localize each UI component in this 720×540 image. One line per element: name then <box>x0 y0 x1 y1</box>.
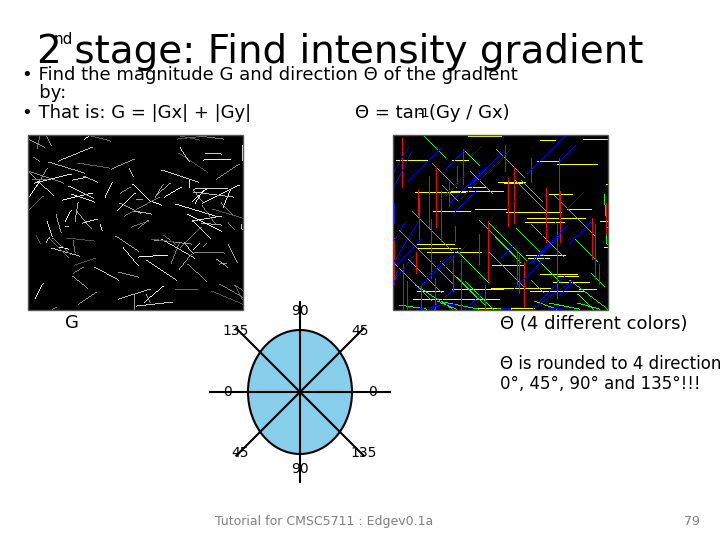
Text: • That is: G = |Gx| + |Gy|: • That is: G = |Gx| + |Gy| <box>22 104 251 122</box>
Text: 135: 135 <box>222 324 249 338</box>
Text: (Gy / Gx): (Gy / Gx) <box>429 104 510 122</box>
Text: 79: 79 <box>684 515 700 528</box>
Text: • Find the magnitude G and direction Θ of the gradient: • Find the magnitude G and direction Θ o… <box>22 66 518 84</box>
Text: Tutorial for CMSC5711 : Edgev0.1a: Tutorial for CMSC5711 : Edgev0.1a <box>215 515 433 528</box>
Text: nd: nd <box>54 32 73 47</box>
Text: stage: Find intensity gradient: stage: Find intensity gradient <box>62 33 644 71</box>
Text: -1: -1 <box>417 107 429 120</box>
Bar <box>28 135 243 310</box>
Text: by:: by: <box>22 84 66 102</box>
Text: Θ is rounded to 4 directions!!: Θ is rounded to 4 directions!! <box>500 355 720 373</box>
Bar <box>393 135 608 310</box>
Text: G: G <box>65 314 79 332</box>
Text: 90: 90 <box>291 304 309 318</box>
Text: 0°, 45°, 90° and 135°!!!: 0°, 45°, 90° and 135°!!! <box>500 375 701 393</box>
Text: 90: 90 <box>291 462 309 476</box>
Text: 2: 2 <box>36 33 60 71</box>
Text: 0: 0 <box>368 385 377 399</box>
Ellipse shape <box>248 330 352 454</box>
Text: 0: 0 <box>223 385 232 399</box>
Text: 135: 135 <box>351 446 377 460</box>
Text: Θ = tan: Θ = tan <box>355 104 425 122</box>
Text: 45: 45 <box>351 324 369 338</box>
Text: Θ (4 different colors): Θ (4 different colors) <box>500 315 688 333</box>
Text: 45: 45 <box>232 446 249 460</box>
